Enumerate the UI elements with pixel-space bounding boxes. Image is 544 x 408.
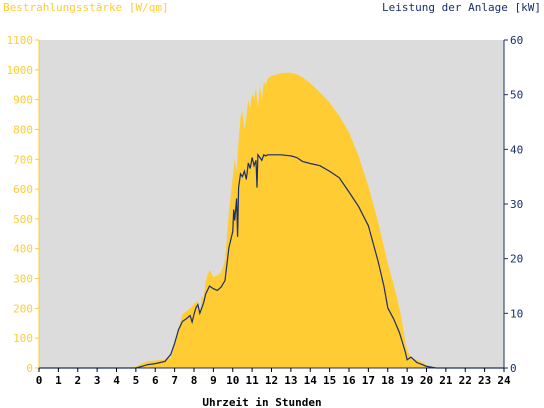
ticks-layer: 0100200300400500600700800900100011000102…: [7, 34, 524, 387]
x-tick-label: 6: [152, 374, 159, 387]
right-tick-label: 50: [510, 89, 523, 102]
left-tick-label: 100: [13, 332, 33, 345]
x-axis-title: Uhrzeit in Stunden: [202, 396, 321, 408]
x-tick-label: 1: [55, 374, 62, 387]
left-tick-label: 300: [13, 273, 33, 286]
left-tick-label: 700: [13, 153, 33, 166]
x-tick-label: 15: [323, 374, 336, 387]
irradiance-area-layer: [39, 72, 504, 369]
x-tick-label: 22: [459, 374, 472, 387]
x-tick-label: 20: [420, 374, 433, 387]
right-tick-label: 20: [510, 253, 523, 266]
x-tick-label: 0: [36, 374, 43, 387]
power-line-layer: [39, 153, 504, 369]
x-tick-label: 8: [191, 374, 198, 387]
x-tick-label: 12: [265, 374, 278, 387]
x-tick-label: 14: [304, 374, 318, 387]
x-tick-label: 2: [74, 374, 81, 387]
right-tick-label: 0: [510, 362, 517, 375]
left-tick-label: 500: [13, 213, 33, 226]
left-axis-title: Bestrahlungsstärke [W/qm]: [3, 1, 169, 14]
left-tick-label: 900: [13, 94, 33, 107]
left-tick-label: 0: [26, 362, 33, 375]
x-tick-label: 11: [246, 374, 260, 387]
left-tick-label: 600: [13, 183, 33, 196]
irradiance-area: [39, 72, 504, 369]
x-tick-label: 18: [381, 374, 394, 387]
x-tick-label: 16: [342, 374, 356, 387]
left-tick-label: 1100: [7, 34, 34, 47]
power-line: [39, 153, 504, 369]
left-tick-label: 200: [13, 302, 33, 315]
left-tick-label: 1000: [7, 64, 34, 77]
right-tick-label: 30: [510, 198, 523, 211]
x-tick-label: 24: [497, 374, 511, 387]
left-tick-label: 400: [13, 243, 33, 256]
x-tick-label: 3: [94, 374, 101, 387]
right-tick-label: 10: [510, 307, 523, 320]
x-tick-label: 5: [133, 374, 140, 387]
x-tick-label: 10: [226, 374, 239, 387]
x-tick-label: 13: [284, 374, 297, 387]
x-tick-label: 21: [439, 374, 453, 387]
left-tick-label: 800: [13, 123, 33, 136]
x-tick-label: 4: [113, 374, 120, 387]
right-tick-label: 40: [510, 143, 523, 156]
x-tick-label: 17: [362, 374, 375, 387]
x-tick-label: 19: [401, 374, 414, 387]
x-tick-label: 23: [478, 374, 491, 387]
x-tick-label: 9: [210, 374, 217, 387]
right-tick-label: 60: [510, 34, 523, 47]
right-axis-title: Leistung der Anlage [kW]: [382, 1, 541, 14]
x-tick-label: 7: [171, 374, 178, 387]
